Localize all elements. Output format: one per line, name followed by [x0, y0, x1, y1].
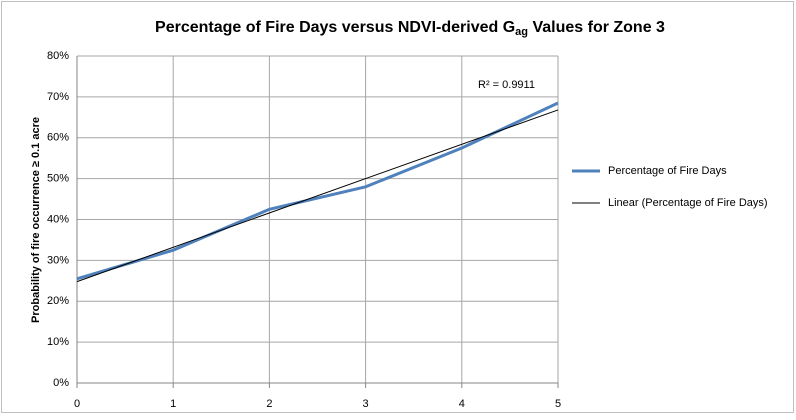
y-tick-label: 70%	[47, 91, 69, 103]
y-tick-label: 80%	[47, 50, 69, 62]
x-tick-label: 4	[459, 398, 465, 410]
title-end: Values for Zone 3	[528, 19, 665, 36]
legend-label: Percentage of Fire Days	[608, 165, 727, 177]
x-tick-label: 2	[266, 398, 272, 410]
y-tick-label: 40%	[47, 213, 69, 225]
title-main: Percentage of Fire Days versus NDVI-deri…	[155, 19, 515, 36]
y-axis-label: Probability of fire occurrence ≥ 0.1 acr…	[30, 117, 42, 323]
data-line	[76, 101, 559, 281]
chart-title: Percentage of Fire Days versus NDVI-deri…	[155, 19, 665, 38]
x-tick-label: 1	[170, 398, 176, 410]
y-tick-label: 0%	[53, 377, 69, 389]
x-tick-label: 3	[363, 398, 369, 410]
legend-label: Linear (Percentage of Fire Days)	[608, 197, 768, 209]
chart-border	[1, 1, 794, 413]
y-tick-label: 50%	[47, 173, 69, 185]
title-subscript: ag	[515, 26, 528, 38]
y-tick-label: 30%	[47, 254, 69, 266]
y-tick-label: 10%	[47, 336, 69, 348]
y-tick-label: 60%	[47, 132, 69, 144]
trend-line	[76, 109, 559, 283]
annotation: R² = 0.9911	[478, 79, 535, 91]
x-tick-label: 5	[555, 398, 561, 410]
y-tick-label: 20%	[47, 295, 69, 307]
x-tick-label: 0	[74, 398, 80, 410]
